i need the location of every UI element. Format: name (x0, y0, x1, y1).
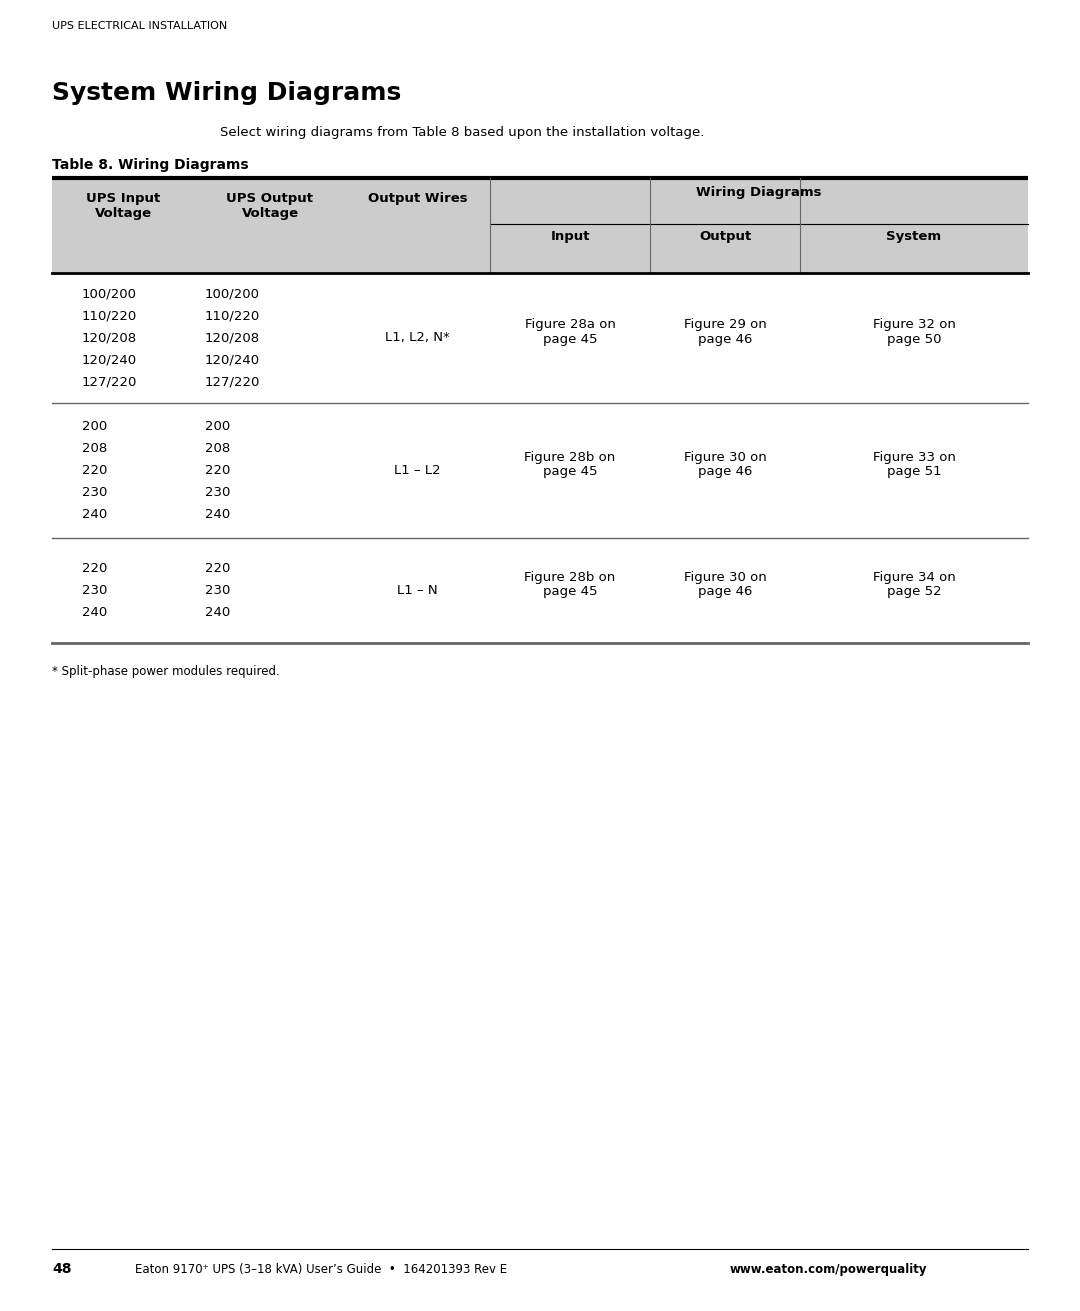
Text: 120/208: 120/208 (82, 332, 137, 345)
Text: Table 8. Wiring Diagrams: Table 8. Wiring Diagrams (52, 159, 248, 172)
Text: Figure 33 on
page 51: Figure 33 on page 51 (873, 451, 956, 479)
Text: Figure 28b on
page 45: Figure 28b on page 45 (525, 570, 616, 599)
Text: 208: 208 (205, 442, 230, 455)
Text: 220: 220 (205, 562, 230, 576)
Bar (52, 178, 1028, 273)
Text: UPS Output
Voltage: UPS Output Voltage (227, 191, 313, 220)
Text: 120/240: 120/240 (82, 354, 137, 367)
Text: 120/208: 120/208 (205, 332, 260, 345)
Text: 230: 230 (205, 583, 230, 597)
Text: Figure 30 on
page 46: Figure 30 on page 46 (684, 451, 767, 479)
Text: 48: 48 (52, 1262, 71, 1276)
Text: UPS Input
Voltage: UPS Input Voltage (86, 191, 161, 220)
Text: Figure 34 on
page 52: Figure 34 on page 52 (873, 570, 956, 599)
Text: 120/240: 120/240 (205, 354, 260, 367)
Text: L1 – N: L1 – N (397, 583, 437, 597)
Text: Wiring Diagrams: Wiring Diagrams (697, 186, 822, 199)
Text: System: System (887, 229, 942, 243)
Text: * Split-phase power modules required.: * Split-phase power modules required. (52, 665, 280, 678)
Text: 200: 200 (205, 420, 230, 433)
Text: Select wiring diagrams from Table 8 based upon the installation voltage.: Select wiring diagrams from Table 8 base… (220, 126, 704, 139)
Text: 220: 220 (205, 464, 230, 477)
Text: UPS ELECTRICAL INSTALLATION: UPS ELECTRICAL INSTALLATION (52, 21, 227, 31)
Text: 100/200: 100/200 (82, 287, 137, 300)
Text: 127/220: 127/220 (205, 375, 260, 388)
Text: Figure 28b on
page 45: Figure 28b on page 45 (525, 451, 616, 479)
Text: 240: 240 (205, 606, 230, 619)
Text: 208: 208 (82, 442, 107, 455)
Text: 240: 240 (82, 606, 107, 619)
Text: Eaton 9170⁺ UPS (3–18 kVA) User’s Guide  •  164201393 Rev E: Eaton 9170⁺ UPS (3–18 kVA) User’s Guide … (135, 1262, 515, 1276)
Text: Output: Output (699, 229, 751, 243)
Text: 230: 230 (82, 486, 107, 499)
Text: 200: 200 (82, 420, 107, 433)
Text: 240: 240 (205, 507, 230, 520)
Text: 220: 220 (82, 464, 107, 477)
Text: 230: 230 (82, 583, 107, 597)
Text: 230: 230 (205, 486, 230, 499)
Text: 110/220: 110/220 (205, 309, 260, 323)
Text: 220: 220 (82, 562, 107, 576)
Text: L1, L2, N*: L1, L2, N* (386, 332, 450, 345)
Text: www.eaton.com/powerquality: www.eaton.com/powerquality (730, 1262, 928, 1276)
Text: Figure 30 on
page 46: Figure 30 on page 46 (684, 570, 767, 599)
Text: L1 – L2: L1 – L2 (394, 464, 441, 477)
Text: Figure 28a on
page 45: Figure 28a on page 45 (525, 319, 616, 346)
Text: Input: Input (550, 229, 590, 243)
Text: 127/220: 127/220 (82, 375, 137, 388)
Text: Figure 32 on
page 50: Figure 32 on page 50 (873, 319, 956, 346)
Text: Output Wires: Output Wires (367, 191, 468, 205)
Text: System Wiring Diagrams: System Wiring Diagrams (52, 81, 402, 105)
Text: Figure 29 on
page 46: Figure 29 on page 46 (684, 319, 767, 346)
Text: 110/220: 110/220 (82, 309, 137, 323)
Text: 240: 240 (82, 507, 107, 520)
Text: 100/200: 100/200 (205, 287, 260, 300)
